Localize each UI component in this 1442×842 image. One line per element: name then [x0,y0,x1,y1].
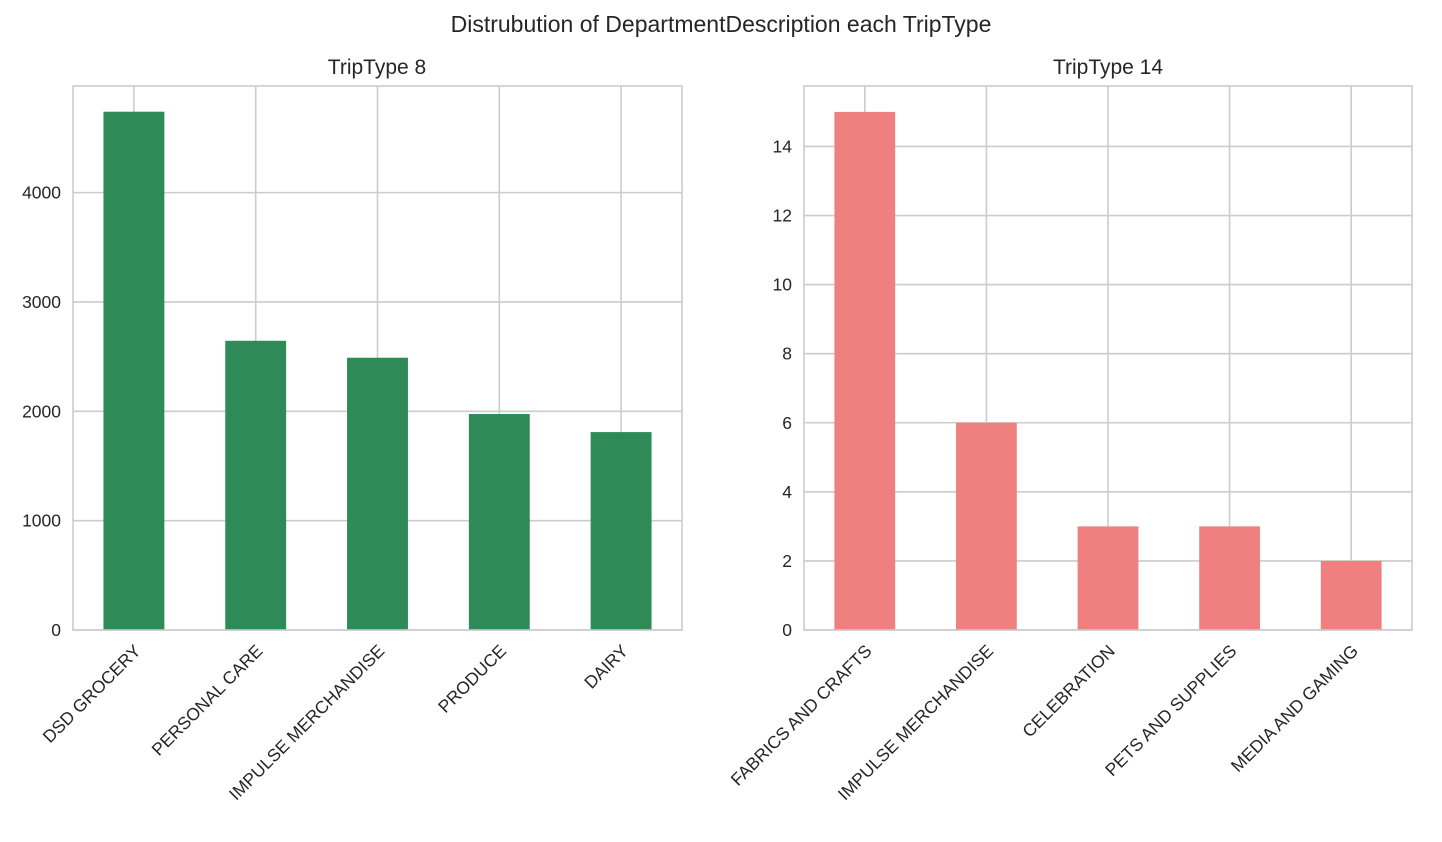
y-tick-label-left: 2000 [22,401,61,421]
y-tick-label-right: 10 [773,275,793,295]
y-tick-label-right: 12 [773,206,792,226]
y-tick-label-left: 3000 [22,292,61,312]
y-tick-label-right: 2 [782,551,792,571]
plot-frame-right [803,85,1413,631]
bar-left [347,357,408,630]
y-tick-label-right: 4 [782,482,792,502]
x-tick-label-left: DAIRY [580,640,632,692]
panel-right: TripType 14 0 2 4 6 8 10 12 14 FABRICS AND CRAFT… [727,56,1413,804]
bar-right [1320,560,1382,630]
chart-title-left: TripType 8 [328,56,426,79]
bar-left [590,432,652,630]
bar-right [834,111,896,630]
figure-title: Distrubution of DepartmentDescription ea… [451,11,992,37]
bar-left [103,111,165,631]
x-tick-label-left: PRODUCE [434,641,510,717]
bar-right [1077,526,1139,630]
chart-title-right: TripType 14 [1053,56,1163,79]
y-tick-label-right: 6 [782,413,792,433]
bar-left [225,340,287,630]
x-tick-label-left: PERSONAL CARE [148,641,267,760]
y-tick-label-right: 0 [782,620,792,640]
x-tick-label-right: CELEBRATION [1018,641,1119,742]
x-tick-label-right: PETS AND SUPPLIES [1101,641,1240,780]
bar-left [468,414,530,630]
y-tick-label-right: 14 [773,136,793,156]
plot-frame-left [72,85,683,631]
x-tick-label-right: FABRICS AND CRAFTS [727,641,876,790]
bar-right [956,422,1017,630]
y-tick-label-left: 4000 [22,183,61,203]
x-tick-label-left: DSD GROCERY [39,640,145,746]
y-tick-label-right: 8 [782,344,792,364]
bar-right [1199,526,1260,630]
y-tick-label-left: 0 [51,620,61,640]
x-tick-label-right: MEDIA AND GAMING [1227,641,1362,776]
y-tick-label-left: 1000 [22,511,61,531]
